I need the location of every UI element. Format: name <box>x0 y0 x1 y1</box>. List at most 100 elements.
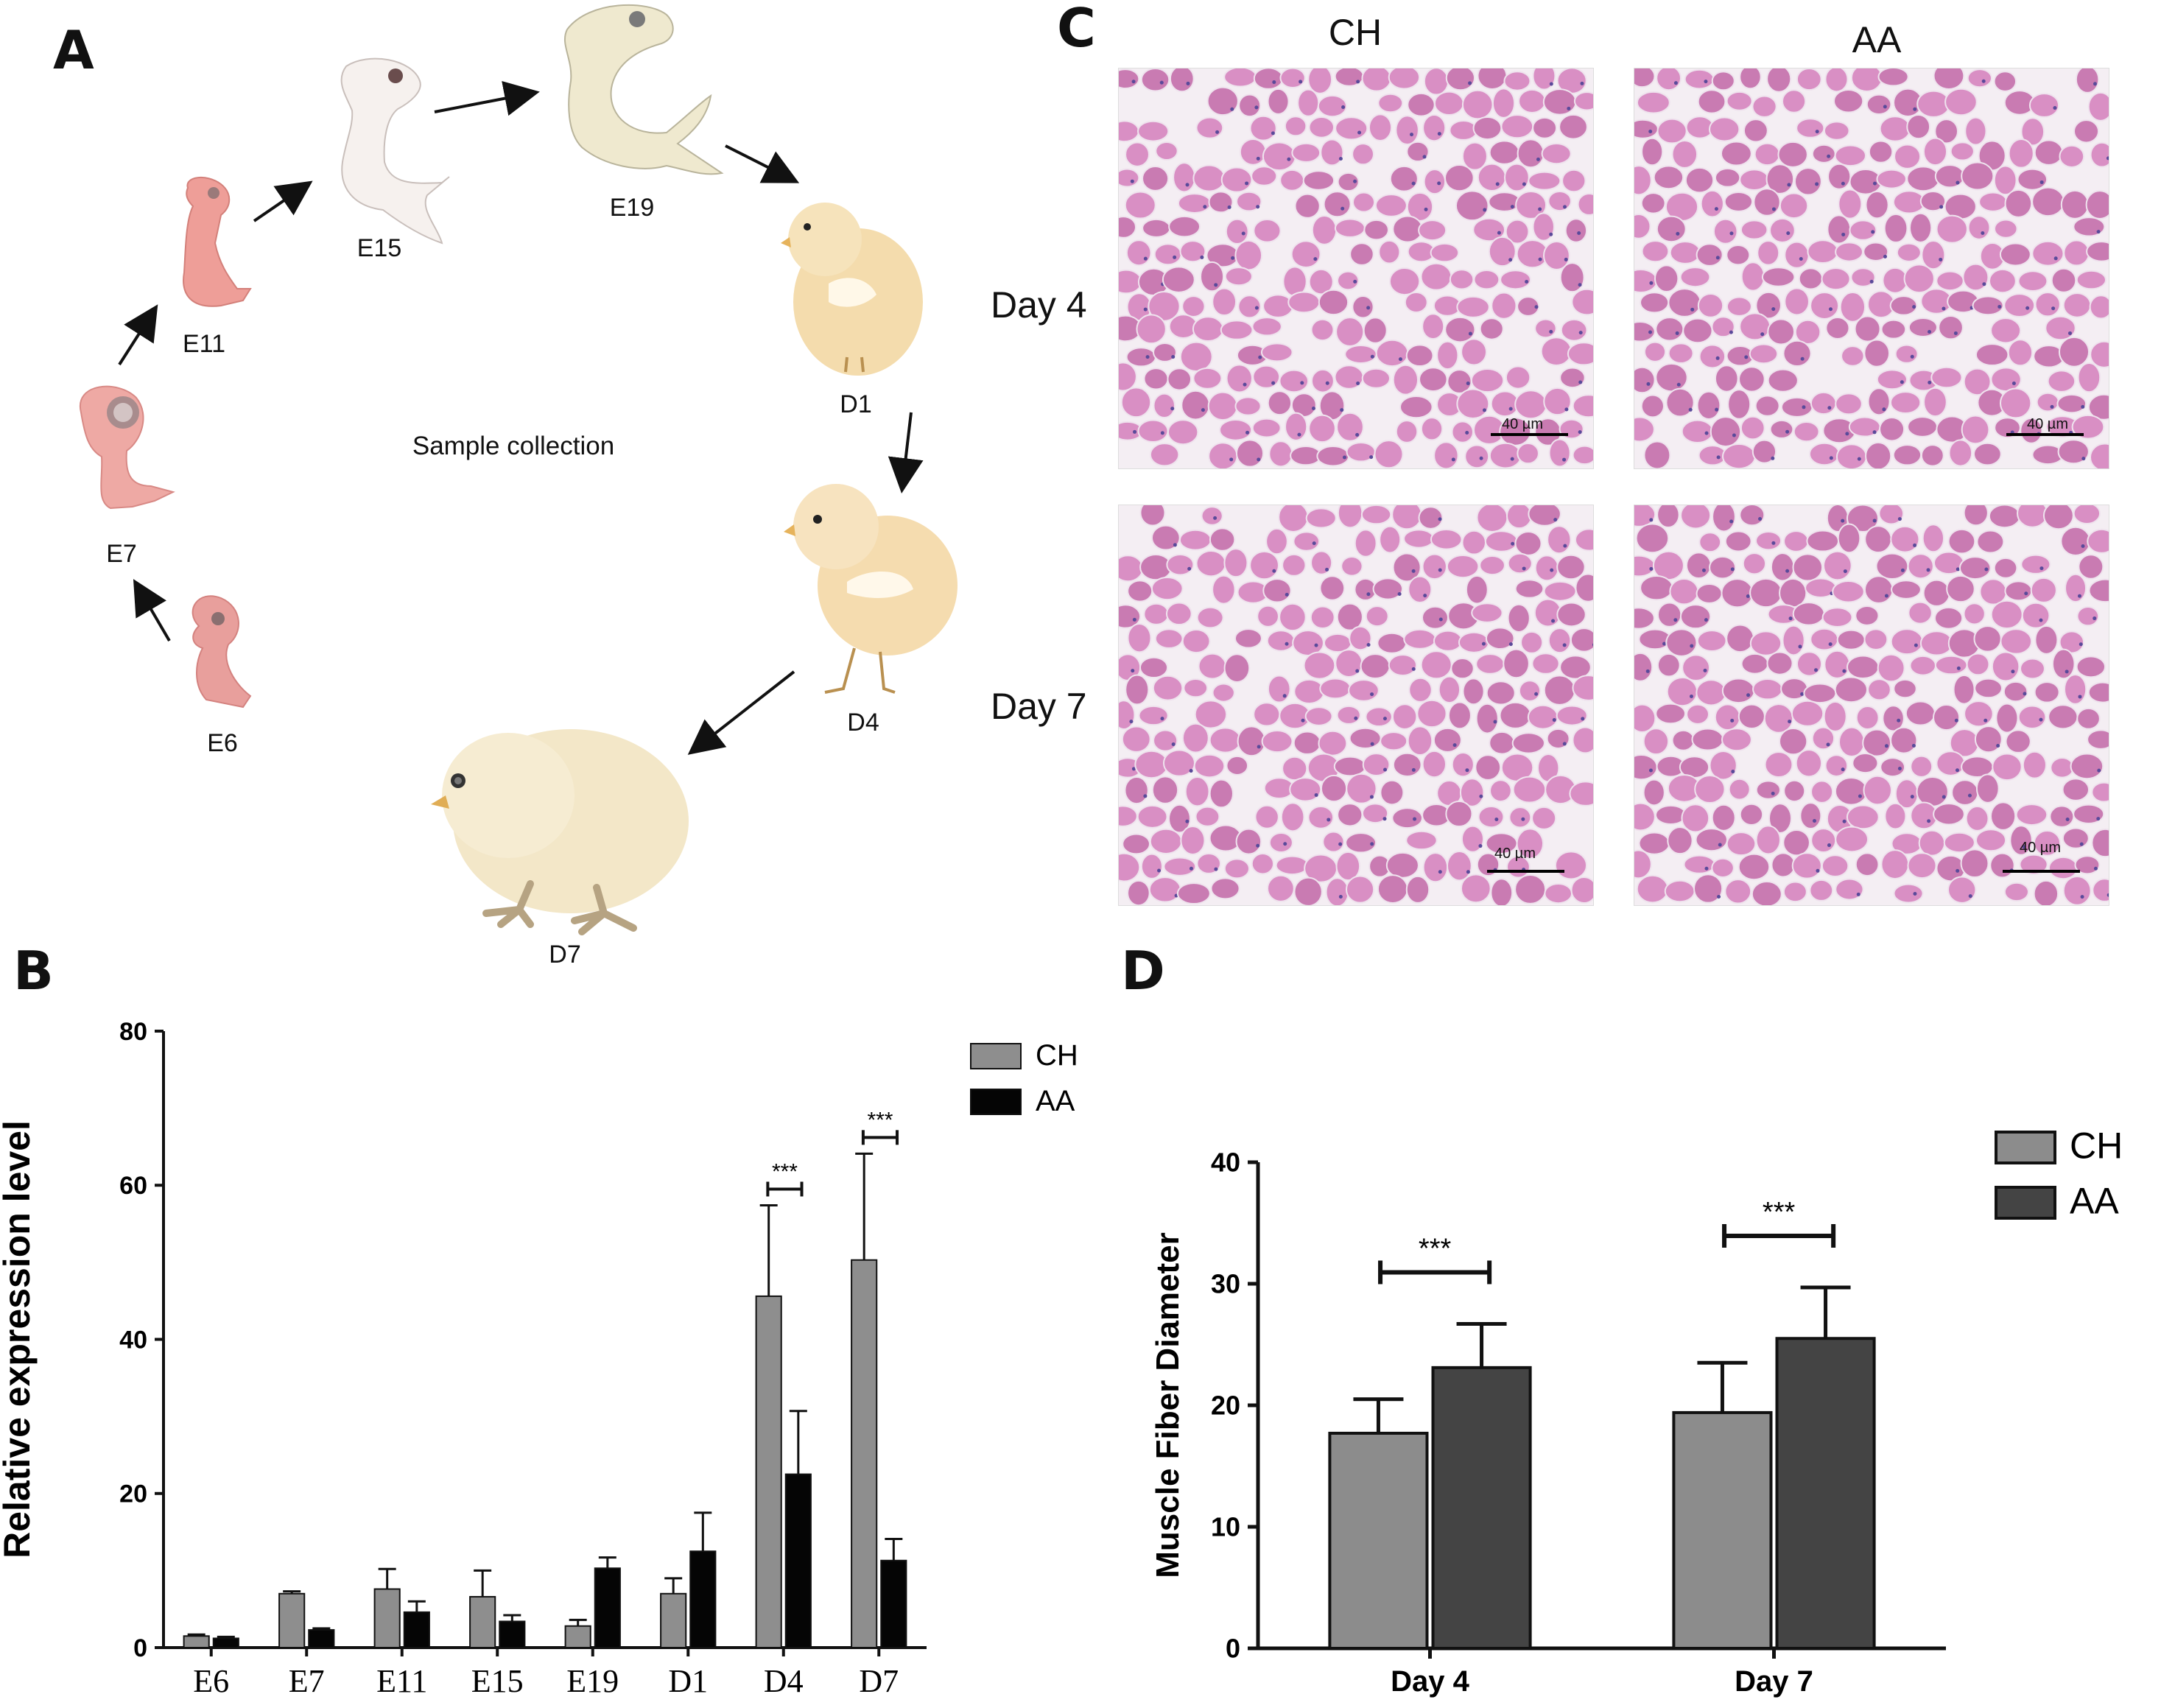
nucleus <box>1676 231 1680 236</box>
muscle-fiber <box>1767 318 1796 345</box>
muscle-fiber <box>1640 394 1665 418</box>
muscle-fiber <box>1206 86 1239 116</box>
nucleus <box>1483 208 1487 212</box>
muscle-fiber <box>1447 701 1472 730</box>
nucleus <box>1984 567 1989 572</box>
muscle-fiber <box>1180 826 1206 855</box>
nucleus <box>1703 668 1707 672</box>
muscle-fiber <box>1642 779 1665 806</box>
muscle-fiber <box>1260 342 1293 362</box>
nucleus <box>1814 668 1819 672</box>
muscle-fiber <box>1850 267 1876 287</box>
muscle-fiber <box>1795 749 1823 778</box>
nucleus <box>1482 408 1486 412</box>
muscle-fiber <box>1406 191 1434 222</box>
muscle-fiber <box>1962 263 1989 292</box>
muscle-fiber <box>1999 242 2031 267</box>
muscle-fiber <box>1696 243 1724 267</box>
muscle-fiber <box>1709 116 1740 142</box>
muscle-fiber <box>1489 779 1512 803</box>
muscle-fiber <box>1282 756 1308 781</box>
nucleus <box>1787 183 1791 187</box>
muscle-fiber <box>1728 778 1751 801</box>
muscle-fiber <box>1890 525 1920 553</box>
muscle-fiber <box>1317 94 1348 118</box>
muscle-fiber <box>1919 191 1947 212</box>
nucleus <box>1481 642 1486 646</box>
muscle-fiber <box>1404 291 1428 314</box>
nucleus <box>1871 230 1875 234</box>
muscle-fiber <box>1697 292 1724 318</box>
embryo-e11-icon <box>183 176 252 307</box>
muscle-fiber <box>1151 776 1179 804</box>
nucleus <box>1715 407 1719 412</box>
muscle-fiber <box>1754 395 1780 417</box>
muscle-fiber <box>1727 389 1751 420</box>
muscle-fiber <box>1479 555 1505 576</box>
muscle-fiber <box>2073 804 2105 824</box>
nucleus <box>1841 232 1846 236</box>
nucleus <box>1716 455 1721 460</box>
nucleus <box>1468 331 1472 336</box>
stage-label-d1: D1 <box>840 390 872 418</box>
muscle-fiber <box>1726 832 1757 857</box>
muscle-fiber <box>1950 141 1975 161</box>
nucleus <box>1311 406 1315 410</box>
nucleus <box>2022 845 2026 849</box>
muscle-fiber <box>1251 317 1282 337</box>
muscle-fiber <box>1449 269 1475 290</box>
nucleus <box>1717 895 1721 899</box>
nucleus <box>1241 231 1245 236</box>
muscle-fiber <box>1958 556 1992 580</box>
muscle-fiber <box>1201 506 1223 526</box>
nucleus <box>1143 794 1148 798</box>
muscle-fiber <box>1405 830 1438 851</box>
muscle-fiber <box>1779 192 1809 219</box>
muscle-fiber <box>1709 555 1737 580</box>
muscle-fiber <box>2091 781 2109 803</box>
muscle-fiber <box>1721 728 1752 752</box>
muscle-fibers <box>1634 68 2109 468</box>
nucleus <box>1200 255 1204 259</box>
muscle-fiber <box>1749 630 1782 656</box>
nucleus <box>1729 231 1734 236</box>
muscle-fiber <box>2073 119 2100 144</box>
nucleus <box>1673 618 1678 622</box>
embryo-e19-icon <box>563 4 724 175</box>
muscle-fiber <box>1140 68 1170 92</box>
muscle-fiber <box>1654 264 1679 292</box>
nucleus <box>2080 895 2084 899</box>
muscle-fiber <box>1791 700 1824 727</box>
muscle-fiber <box>1634 320 1656 342</box>
muscle-fiber <box>1963 505 1989 527</box>
nucleus <box>1564 257 1568 261</box>
muscle-fiber <box>1503 648 1530 679</box>
muscle-fiber <box>1909 212 1933 243</box>
muscle-fiber <box>1720 141 1752 166</box>
nucleus <box>1356 381 1360 385</box>
nucleus <box>1256 843 1260 848</box>
nucleus <box>1645 669 1650 673</box>
nucleus <box>1227 205 1231 209</box>
muscle-fiber <box>1573 91 1593 111</box>
nucleus <box>1510 457 1514 461</box>
muscle-fiber <box>1119 362 1137 392</box>
muscle-fiber <box>1291 142 1321 163</box>
muscle-fiber <box>1511 732 1545 754</box>
nucleus <box>1673 81 1678 85</box>
muscle-fiber <box>1505 365 1531 390</box>
muscle-fiber <box>1634 213 1651 239</box>
nucleus <box>1357 130 1362 135</box>
muscle-fiber <box>1711 316 1735 338</box>
nucleus <box>1842 819 1847 823</box>
nucleus <box>1131 767 1136 771</box>
bar <box>689 1550 717 1648</box>
muscle-fiber <box>1341 556 1363 577</box>
nucleus <box>2039 618 2043 622</box>
nucleus <box>1424 207 1428 211</box>
muscle-fiber <box>2000 628 2033 655</box>
muscle-fiber <box>1337 270 1360 291</box>
muscle-fiber <box>1179 240 1206 263</box>
nucleus <box>1243 382 1247 387</box>
nucleus <box>1690 307 1695 312</box>
